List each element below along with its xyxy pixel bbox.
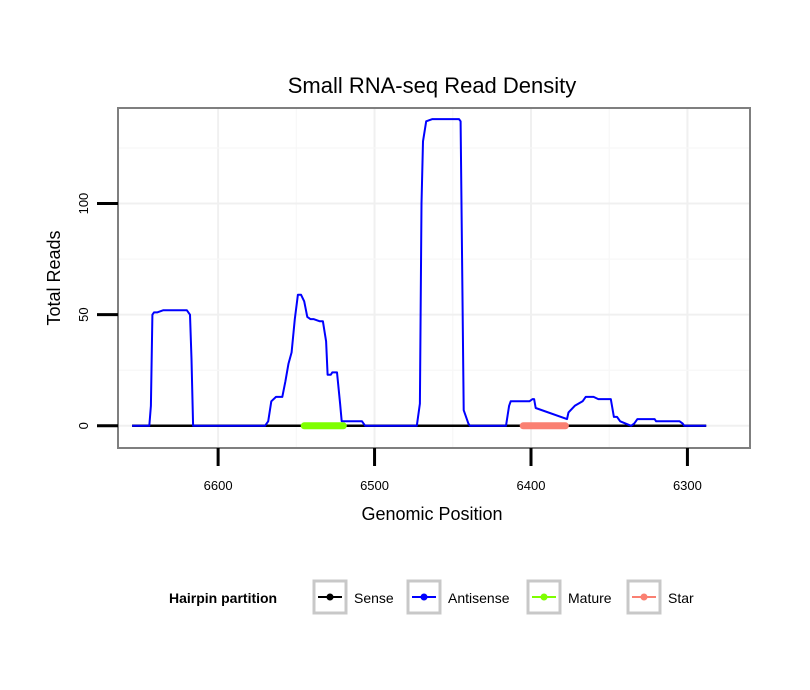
y-tick-label: 50 (76, 307, 91, 321)
series-layer (132, 118, 707, 430)
legend-key-point (420, 593, 428, 601)
x-axis-title: Genomic Position (361, 504, 502, 524)
x-tick-label: 6400 (517, 478, 546, 493)
legend-key-point (540, 593, 548, 601)
legend-key-point (326, 593, 334, 601)
legend-label-antisense: Antisense (448, 590, 510, 606)
y-tick-label: 100 (76, 193, 91, 215)
y-axis-title: Total Reads (44, 230, 64, 325)
legend: Hairpin partition Sense Antisense Mature St… (169, 579, 694, 615)
series-antisense-line (132, 118, 707, 427)
x-axis: 6600 6500 6400 6300 (204, 448, 702, 493)
legend-key-point (640, 593, 648, 601)
legend-label-mature: Mature (568, 590, 612, 606)
x-tick-label: 6500 (360, 478, 389, 493)
x-tick-label: 6600 (204, 478, 233, 493)
legend-title: Hairpin partition (169, 590, 277, 606)
legend-key-star (626, 579, 662, 615)
legend-label-star: Star (668, 590, 694, 606)
legend-label-sense: Sense (354, 590, 394, 606)
y-axis: 0 50 100 (76, 193, 118, 429)
y-tick-label: 0 (76, 422, 91, 429)
chart-title: Small RNA-seq Read Density (288, 73, 577, 98)
gridlines (119, 109, 749, 447)
plot-panel (117, 107, 751, 449)
x-tick-label: 6300 (673, 478, 702, 493)
